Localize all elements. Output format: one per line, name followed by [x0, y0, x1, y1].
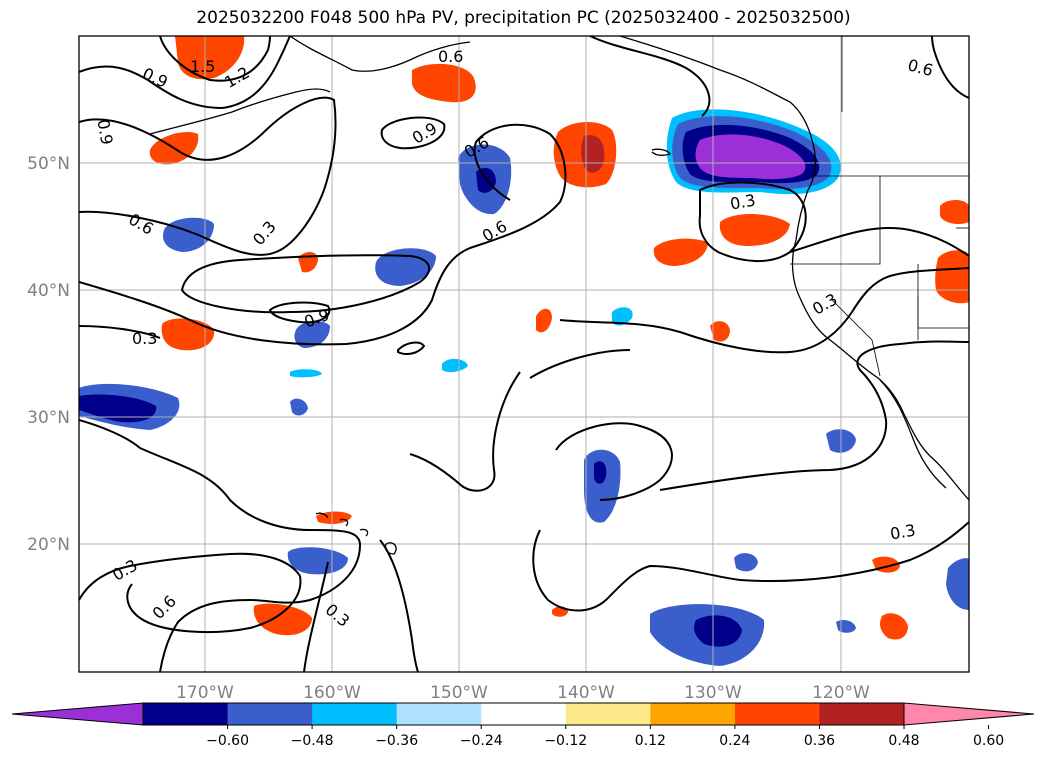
gridlines	[79, 36, 969, 672]
precip-negative-region	[290, 398, 308, 416]
precip-negative-region	[594, 461, 607, 484]
colorbar-extension-low	[11, 702, 144, 726]
contour-label-1-5: 1.5	[190, 57, 215, 76]
coastlines	[149, 36, 969, 555]
baja-california	[879, 379, 947, 489]
precip-shading	[79, 36, 969, 666]
map-title: 2025032200 F048 500 hPa PV, precipitatio…	[196, 8, 851, 28]
precip-positive-region	[161, 318, 215, 351]
political-borders	[790, 36, 969, 377]
precip-negative-region	[290, 369, 322, 378]
colorbar-segment	[481, 703, 567, 725]
lon-tick-label: 120°W	[812, 683, 870, 703]
pv-contours	[79, 36, 969, 672]
precip-positive-region	[880, 613, 908, 640]
precip-positive-region	[940, 200, 969, 224]
precip-negative-region	[584, 449, 621, 523]
precip-negative-region	[946, 558, 969, 610]
precip-negative-region	[294, 321, 330, 348]
north-america-coast	[791, 189, 969, 501]
colorbar: −0.60 −0.48 −0.36 −0.24 −0.12 0.12 0.24 0.36 0.4…	[11, 702, 1035, 749]
colorbar-outline	[142, 702, 905, 726]
canada-coast	[619, 36, 817, 191]
plot-area: 1.5 1.2 0.9 0.9 0.9 0.9 0.6 0.6 0.6 0.6 …	[79, 36, 969, 672]
colorbar-segment	[143, 703, 229, 725]
lat-tick-label: 50°N	[27, 154, 70, 174]
lat-tick-label: 20°N	[27, 535, 70, 555]
precip-negative-region	[695, 134, 806, 180]
queen-charlotte-islands	[651, 148, 671, 156]
colorbar-tick-label: 0.60	[973, 733, 1004, 749]
lon-tick-label: 130°W	[684, 683, 742, 703]
colorbar-segment	[227, 703, 313, 725]
colorbar-tick-label: −0.36	[375, 733, 418, 749]
map-frame	[78, 35, 970, 673]
contour-label-0-3: 0.3	[889, 520, 917, 543]
colorbar-tick-label: −0.48	[291, 733, 334, 749]
contour-label-0-6: 0.6	[438, 47, 463, 66]
precip-positive-region	[253, 603, 312, 636]
precip-positive-region	[653, 238, 708, 266]
colorbar-tick-label: 0.48	[888, 733, 919, 749]
aleutian-islands	[149, 88, 331, 135]
colorbar-tick-label: 0.24	[719, 733, 750, 749]
lon-tick-label: 150°W	[430, 683, 488, 703]
precip-positive-region	[175, 36, 245, 80]
colorbar-tick-label: −0.24	[460, 733, 503, 749]
longitude-tick-labels: 170°W 160°W 150°W 140°W 130°W 120°W	[176, 683, 870, 703]
lat-tick-label: 40°N	[27, 281, 70, 301]
alaska-coast	[289, 36, 471, 72]
colorbar-tick-label: 0.12	[635, 733, 666, 749]
contour-label-0-9: 0.9	[93, 118, 116, 146]
colorbar-segment	[819, 703, 905, 725]
precip-negative-region	[734, 553, 758, 572]
precip-negative-region	[287, 547, 348, 575]
colorbar-tick-label: −0.12	[544, 733, 587, 749]
precip-positive-region	[412, 63, 476, 103]
lon-tick-label: 170°W	[176, 683, 234, 703]
precip-negative-region	[612, 307, 633, 326]
precip-positive-region	[536, 308, 552, 333]
precip-negative-region	[442, 358, 468, 373]
hawaii-islands	[315, 512, 397, 555]
lon-tick-label: 160°W	[303, 683, 361, 703]
colorbar-extension-high	[903, 702, 1035, 726]
latitude-tick-labels: 50°N 40°N 30°N 20°N	[27, 154, 70, 555]
precip-positive-region	[935, 250, 969, 304]
colorbar-segment	[565, 703, 651, 725]
colorbar-tick-label: −0.60	[206, 733, 249, 749]
precip-negative-region	[79, 394, 157, 423]
lon-tick-label: 140°W	[557, 683, 615, 703]
colorbar-segment	[312, 703, 398, 725]
precip-negative-region	[694, 615, 742, 647]
precip-positive-region	[719, 213, 790, 246]
colorbar-segment	[734, 703, 820, 725]
colorbar-segment	[650, 703, 736, 725]
lat-tick-label: 30°N	[27, 408, 70, 428]
contour-label-0-3: 0.3	[729, 190, 757, 213]
contour-label-0-3: 0.3	[132, 329, 157, 348]
precip-positive-region	[710, 321, 730, 342]
colorbar-segment	[396, 703, 482, 725]
colorbar-tick-label: 0.36	[804, 733, 835, 749]
